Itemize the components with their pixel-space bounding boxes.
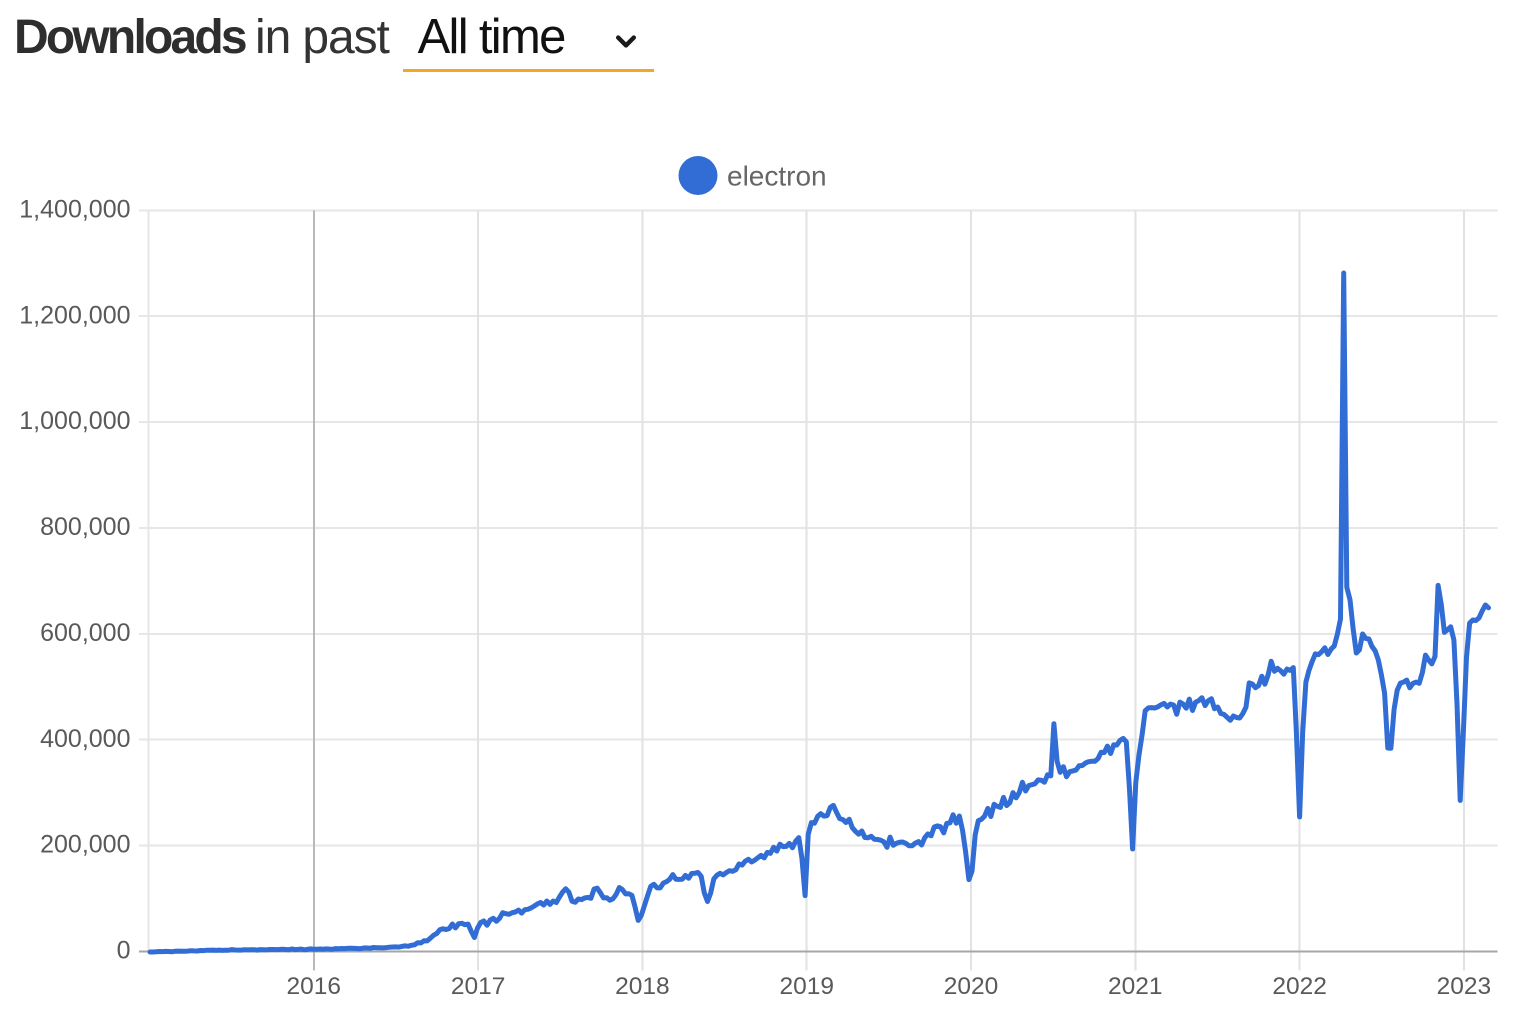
svg-text:2022: 2022 <box>1272 973 1327 1000</box>
svg-text:800,000: 800,000 <box>40 513 130 541</box>
svg-text:2016: 2016 <box>287 973 342 1000</box>
svg-text:2021: 2021 <box>1108 973 1163 1000</box>
svg-text:2019: 2019 <box>779 973 834 1000</box>
svg-text:electron: electron <box>727 161 827 192</box>
svg-text:200,000: 200,000 <box>40 831 130 859</box>
svg-text:2023: 2023 <box>1437 973 1492 1000</box>
svg-text:0: 0 <box>117 937 131 965</box>
svg-text:2020: 2020 <box>944 973 999 1000</box>
svg-text:1,200,000: 1,200,000 <box>19 301 130 329</box>
svg-text:1,000,000: 1,000,000 <box>19 407 130 435</box>
svg-text:2017: 2017 <box>451 973 506 1000</box>
svg-text:400,000: 400,000 <box>40 725 130 753</box>
svg-text:2018: 2018 <box>615 973 670 1000</box>
svg-text:1,400,000: 1,400,000 <box>19 195 130 223</box>
svg-text:600,000: 600,000 <box>40 619 130 647</box>
